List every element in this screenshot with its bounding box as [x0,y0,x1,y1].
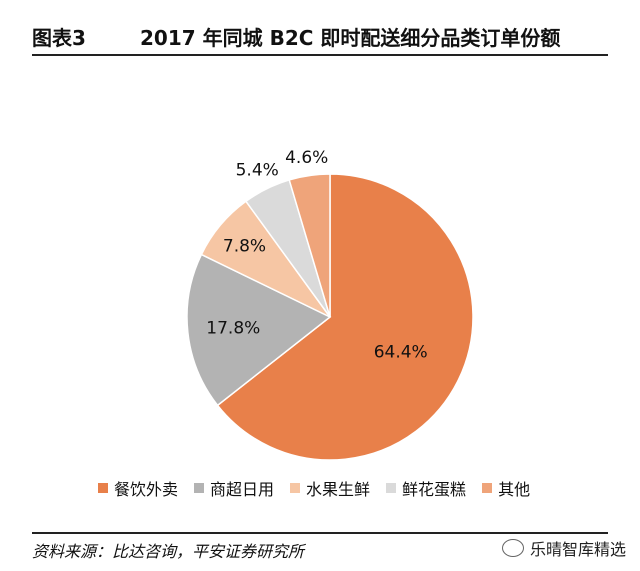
legend-swatch [98,483,108,493]
slice-label-2: 17.8% [206,318,260,338]
legend-item-3: 水果生鲜 [290,476,370,500]
slice-label-1: 64.4% [374,342,428,362]
legend-swatch [482,483,493,493]
watermark-text: 乐晴智库精选 [529,540,626,559]
legend-swatch [194,483,205,493]
legend-item-1: 餐饮外卖 [98,476,178,500]
legend-item-2: 商超日用 [194,476,274,500]
legend-label: 水果生鲜 [306,480,371,499]
legend-label: 商超日用 [210,480,275,499]
legend-item-4: 鲜花蛋糕 [386,476,466,500]
chart-title: 2017 年同城 B2C 即时配送细分品类订单份额 [140,26,561,50]
pie-slice-2 [186,253,332,407]
legend-swatch [386,483,397,493]
slice-label-5: 4.6% [285,148,328,168]
pie-slice-1 [216,173,474,461]
chart-legend: 餐饮外卖 商超日用 水果生鲜 鲜花蛋糕 其他 [98,476,530,500]
watermark: 乐晴智库精选 [501,536,626,560]
slice-label-3: 7.8% [223,236,266,256]
legend-label: 餐饮外卖 [114,480,179,499]
footer-divider [32,532,608,534]
legend-item-5: 其他 [482,476,530,500]
wechat-icon [501,539,524,557]
legend-swatch [290,483,301,493]
source-note: 资料来源：比达咨询，平安证券研究所 [32,542,305,561]
slice-label-4: 5.4% [236,161,279,181]
legend-label: 其他 [498,480,531,499]
figure-number: 图表3 [32,26,86,50]
figure-header: 图表3 2017 年同城 B2C 即时配送细分品类订单份额 [32,20,608,56]
legend-label: 鲜花蛋糕 [402,480,467,499]
pie-slice-5 [288,173,331,318]
